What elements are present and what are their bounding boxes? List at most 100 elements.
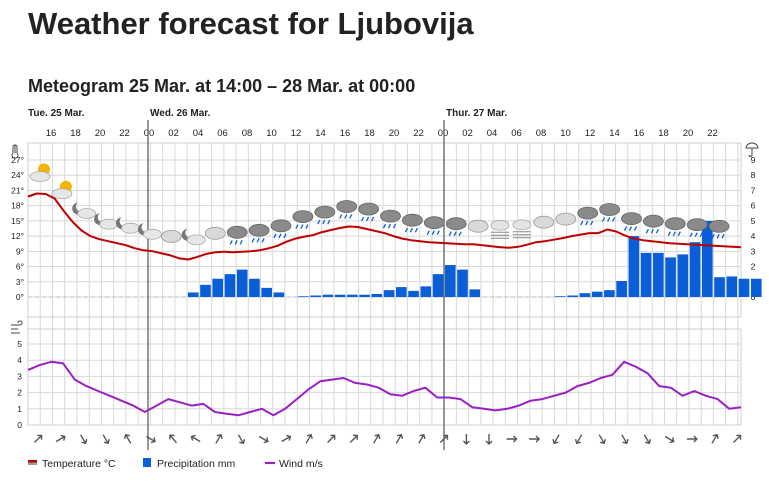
wind-arrow-icon	[169, 434, 178, 444]
rain-drop	[414, 227, 418, 233]
rain-drop	[239, 240, 243, 245]
wind-tick-label: 5	[17, 339, 22, 349]
hour-label: 18	[658, 128, 669, 139]
arrow-shape	[439, 434, 449, 444]
light-rain-icon	[270, 219, 292, 239]
precip-bar	[665, 257, 676, 297]
precip-bar	[212, 278, 224, 297]
fog-icon	[490, 219, 510, 239]
arrow-shape	[258, 435, 269, 444]
wind-tick-label: 1	[17, 404, 22, 414]
precip-tick-label: 7	[751, 185, 756, 195]
rain-drop	[431, 230, 435, 235]
moon-shape	[137, 223, 150, 236]
arrow-shape	[552, 434, 560, 445]
rain-drop	[623, 226, 628, 231]
rain-drop	[283, 233, 287, 239]
arrow-shape	[237, 434, 246, 445]
temp-tick-label: 0°	[16, 292, 24, 302]
day-label: Tue. 25 Mar.	[28, 108, 85, 119]
rain-drop	[667, 231, 671, 236]
arrow-shape	[146, 435, 156, 444]
cloudy-icon	[555, 212, 577, 226]
rain-drop	[361, 216, 365, 222]
cloud-shape	[467, 219, 489, 233]
hour-label: 00	[144, 128, 155, 139]
rain-drop	[256, 238, 260, 243]
moon-shape	[115, 217, 128, 230]
moon-shape	[94, 213, 106, 226]
precip-bar	[628, 236, 640, 297]
wind-tick-label: 4	[17, 355, 22, 365]
wind-arrow-icon	[215, 433, 223, 444]
hour-label: 18	[364, 128, 375, 139]
cloud-shape	[423, 216, 445, 230]
precip-tick-label: 6	[751, 201, 756, 211]
arrow-shape	[574, 434, 583, 445]
wind-icon	[11, 320, 23, 334]
page-title: Weather forecast for Ljubovija	[28, 6, 474, 41]
arrow-shape	[33, 434, 43, 444]
fog-icon	[512, 219, 532, 239]
arrow-shape	[169, 434, 178, 444]
light-rain-icon	[292, 210, 314, 229]
temp-tick-label: 24°	[11, 170, 24, 180]
arrow-shape	[485, 434, 493, 445]
wind-arrow-icon	[258, 435, 269, 444]
light-rain-icon	[248, 223, 270, 243]
precip-bar	[420, 286, 432, 297]
cloud-shape	[401, 213, 423, 227]
cloud-shape	[490, 219, 510, 231]
cloudy-night-icon	[72, 202, 97, 219]
hour-label: 22	[413, 128, 424, 139]
arrow-shape	[418, 433, 426, 444]
wind-arrow-icon	[462, 434, 470, 445]
legend-precip-swatch	[143, 458, 151, 467]
rain-drop	[602, 217, 606, 222]
light-rain-icon	[643, 214, 664, 234]
cloud-shape	[204, 226, 226, 240]
thermometer-icon	[11, 144, 19, 159]
precip-bar	[408, 290, 419, 297]
wind-arrow-icon	[621, 434, 629, 445]
precip-bar	[432, 274, 444, 297]
precip-bar	[322, 294, 334, 297]
cloud-shape	[336, 200, 358, 213]
rain-drop	[650, 228, 654, 234]
rain-drop	[327, 219, 331, 225]
wind-arrow-icon	[373, 433, 381, 444]
light-rain-icon	[599, 203, 620, 222]
cloud-shape	[686, 218, 708, 232]
wind-arrow-icon	[664, 435, 675, 444]
cloudy-icon	[204, 226, 226, 240]
wind-arrow-icon	[643, 434, 652, 445]
hour-label: 08	[536, 128, 547, 139]
legend-label-wind: Wind m/s	[279, 458, 323, 470]
cloud-shape	[292, 210, 314, 224]
arrow-shape	[215, 433, 223, 444]
wind-arrow-icon	[485, 434, 493, 445]
rain-drop	[645, 228, 649, 234]
hour-label: 20	[95, 128, 106, 139]
rain-drop	[300, 224, 304, 229]
legend-temp-swatch2	[28, 462, 37, 465]
hour-label: 02	[462, 128, 473, 139]
cloud-shape	[664, 217, 686, 231]
cloud-shape	[643, 214, 664, 228]
arrow-shape	[79, 434, 88, 445]
arrow-shape	[664, 435, 675, 444]
hour-label: 10	[560, 128, 571, 139]
wind-panel-border	[27, 328, 742, 426]
rain-drop	[251, 238, 255, 243]
partly-cloudy-day-icon	[51, 180, 73, 200]
cloud-shape	[99, 218, 119, 230]
rain-drop	[426, 230, 430, 235]
precip-bar	[702, 220, 713, 297]
wind-arrow-icon	[123, 433, 132, 444]
precip-bar	[604, 290, 615, 297]
rain-drop	[366, 216, 370, 222]
precip-bar	[457, 269, 468, 297]
rain-drop	[580, 220, 584, 226]
rain-drop	[716, 234, 720, 239]
